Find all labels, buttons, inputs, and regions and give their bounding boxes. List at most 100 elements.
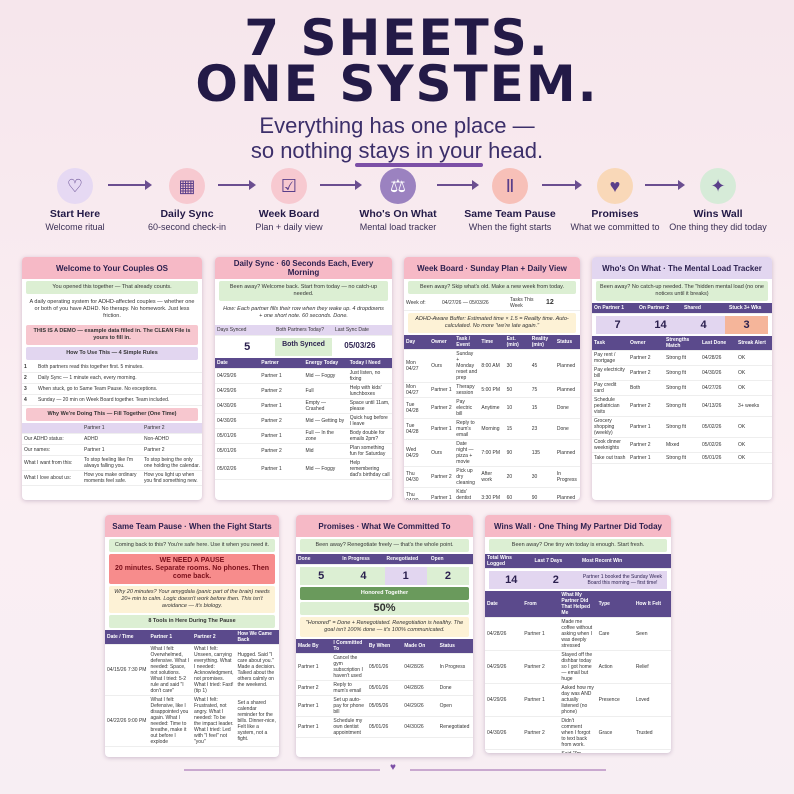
card-week-board: Week Board · Sunday Plan + Daily View Be… — [404, 257, 580, 500]
tagline-underline — [355, 163, 483, 167]
arrow-6 — [645, 180, 685, 190]
table-row: 04/30/26 Partner 1 Empty — Crashed Space un… — [215, 399, 392, 414]
card-banner: Been away? Welcome back. Start from toda… — [219, 281, 388, 301]
card-promises: Promises · What We Committed To Been awa… — [296, 515, 473, 757]
table-row: Mon 04/27 Ours Sunday + Monday reset and p… — [404, 350, 580, 383]
table-row: Pay electricity bill Partner 2 Strong fit 0… — [592, 366, 772, 381]
table-row: 04/15/26 7:30 PM What I felt: Overwhelmed… — [105, 645, 279, 696]
pause-icon: Ⅱ — [492, 168, 528, 204]
table-row: 04/30/26 Partner 2 Didn't comment when I f… — [485, 717, 671, 750]
step-whos-on-what: ⚖ Who's On What Mental load tracker — [348, 168, 448, 232]
step-daily-sync: ▦ Daily Sync 60-second check-in — [137, 168, 237, 232]
heart-icon: ♡ — [57, 168, 93, 204]
step-title: Wins Wall — [693, 208, 743, 220]
card-banner: Been away? No catch-up needed. The "hidd… — [596, 281, 768, 301]
stat-values: 5 Both Synced 05/03/26 — [219, 338, 388, 356]
pause-tools: 8 Tools in Here During The Pause — [109, 615, 275, 628]
heart-icon: ♥ — [390, 762, 396, 773]
table-row: 05/02/26 Partner 1 Mid — Foggy Help remembe… — [215, 459, 392, 480]
table-header: Date / Time Partner 1 Partner 2 How We Came… — [105, 630, 279, 645]
pause-table: Date / Time Partner 1 Partner 2 How We Came… — [105, 630, 279, 747]
rule-row: 1 Both partners read this together first.… — [22, 362, 202, 373]
welcome-table: Our ADHD status: ADHD Non-ADHD Our names: Pa… — [22, 434, 202, 486]
card-banner: Coming back to this? You're safe here. U… — [109, 539, 275, 552]
table-row: Partner 2 Reply to mum's email 05/01/26 04/… — [296, 681, 473, 696]
card-title: Welcome to Your Couples OS — [22, 257, 202, 279]
promise-stat-header: Done In Progress Renegotiated Open — [296, 554, 473, 565]
footer-line-left — [184, 769, 380, 771]
step-title: Who's On What — [359, 208, 437, 220]
honored-percent: 50% — [300, 602, 469, 615]
step-sub: Welcome ritual — [45, 222, 105, 232]
handshake-icon: ♥ — [597, 168, 633, 204]
table-header: Task Owner Strengths Match Last Done Streak … — [592, 336, 772, 351]
table-row: Schedule pediatrician visits Partner 2 Str… — [592, 396, 772, 417]
table-row: 04/29/26 Partner 1 Asked how my day was AN… — [485, 684, 671, 717]
table-row: 04/30/26 Partner 2 Mid — Getting by Quick h… — [215, 414, 392, 429]
card-title: Week Board · Sunday Plan + Daily View — [404, 257, 580, 279]
step-start-here: ♡ Start Here Welcome ritual — [25, 168, 125, 232]
step-sub: When the fight starts — [468, 222, 552, 232]
arrow-2 — [218, 180, 256, 190]
headline-line-2: ONE SYSTEM. — [195, 55, 599, 113]
week-table: Day Owner Task / Event Time Est. (min) Realit… — [404, 335, 580, 500]
arrow-3 — [320, 180, 362, 190]
tagline-line-1: Everything has one place — — [259, 113, 535, 138]
pause-why: Why 20 minutes? Your amygdala (panic par… — [109, 586, 275, 613]
step-title: Daily Sync — [160, 208, 214, 220]
table-header: Made By I Committed To By When Made On Statu… — [296, 639, 473, 654]
table-row: What I love about us: How you make ordina… — [22, 471, 202, 486]
table-row: Thu 04/30 Partner 2 Pick up dry cleaning Af… — [404, 467, 580, 488]
table-row: Tue 04/28 Partner 2 Pay electric bill Anyti… — [404, 398, 580, 419]
card-banner: Been away? One tiny win today is enough.… — [489, 539, 667, 552]
table-row: 04/29/26 Partner 2 Full Help with kids' lun… — [215, 384, 392, 399]
card-title: Daily Sync · 60 Seconds Each, Every Morn… — [215, 257, 392, 279]
calendar-check-icon: ☑ — [271, 168, 307, 204]
step-title: Week Board — [258, 208, 320, 220]
card-title: Wins Wall · One Thing My Partner Did Tod… — [485, 515, 671, 537]
table-row: 05/01/26 Partner 1 Full — In the zone Body … — [215, 429, 392, 444]
step-sub: What we committed to — [570, 222, 660, 232]
step-same-team-pause: Ⅱ Same Team Pause When the fight starts — [460, 168, 560, 232]
table-row: 04/22/26 9:00 PM What I felt: Defensive, … — [105, 696, 279, 747]
table-header: Date From What My Partner Did That Helped … — [485, 591, 671, 618]
pause-alert: WE NEED A PAUSE 20 minutes. Separate room… — [109, 554, 275, 584]
step-sub: Mental load tracker — [359, 222, 437, 232]
table-row: Pay rent / mortgage Partner 2 Strong fit 04… — [592, 351, 772, 366]
table-row: 04/29/26 Partner 2 Stayed off the dishbar … — [485, 651, 671, 684]
step-sub: One thing they did today — [669, 222, 767, 232]
table-row: Our ADHD status: ADHD Non-ADHD — [22, 434, 202, 445]
load-stat-values: 7 14 4 3 — [596, 316, 768, 334]
table-header: Day Owner Task / Event Time Est. (min) Realit… — [404, 335, 580, 350]
step-wins-wall: ✦ Wins Wall One thing they did today — [668, 168, 768, 232]
headline-line-1: 7 SHEETS. — [244, 9, 550, 67]
table-row: Partner 1 Schedule my own dentist appoint… — [296, 717, 473, 738]
step-title: Promises — [591, 208, 639, 220]
step-title: Same Team Pause — [464, 208, 556, 220]
table-row: 04/29/26 Partner 1 Mid — Foggy Just listen,… — [215, 369, 392, 384]
table-row: Our names: Partner 1 Partner 2 — [22, 445, 202, 456]
buffer-note: ADHD-Aware Buffer: Estimated time × 1.5 … — [408, 313, 576, 333]
rule-row: 2 Daily Sync — 1 minute each, every morni… — [22, 373, 202, 384]
table-row: Cook dinner weeknights Partner 2 Mixed 05/0… — [592, 438, 772, 453]
card-title: Who's On What · The Mental Load Tracker — [592, 257, 772, 279]
card-desc: A daily operating system for ADHD-affect… — [29, 299, 195, 319]
step-title: Start Here — [49, 208, 101, 220]
partner-header: Partner 1 Partner 2 — [22, 423, 202, 434]
table-row: What I want from this: To stop feeling li… — [22, 456, 202, 471]
load-table: Task Owner Strengths Match Last Done Streak … — [592, 336, 772, 464]
step-sub: Plan + daily view — [255, 222, 323, 232]
card-daily-sync: Daily Sync · 60 Seconds Each, Every Morn… — [215, 257, 392, 500]
card-banner: Been away? Renegotiate freely — that's t… — [300, 539, 469, 552]
card-same-team-pause: Same Team Pause · When the Fight Starts … — [105, 515, 279, 757]
why-title: Why We're Doing This — Fill Together (On… — [26, 408, 198, 421]
demo-banner: THIS IS A DEMO — example data filled in.… — [26, 325, 198, 345]
card-title: Promises · What We Committed To — [296, 515, 473, 537]
rules-title: How To Use This — 4 Simple Rules — [26, 347, 198, 360]
card-whos-on-what: Who's On What · The Mental Load Tracker … — [592, 257, 772, 500]
scales-icon: ⚖ — [380, 168, 416, 204]
table-row: Wed 04/29 Ours Date night — pizza + movie 7… — [404, 440, 580, 467]
table-row: Pay credit card Both Strong fit 04/27/26 OK — [592, 381, 772, 396]
